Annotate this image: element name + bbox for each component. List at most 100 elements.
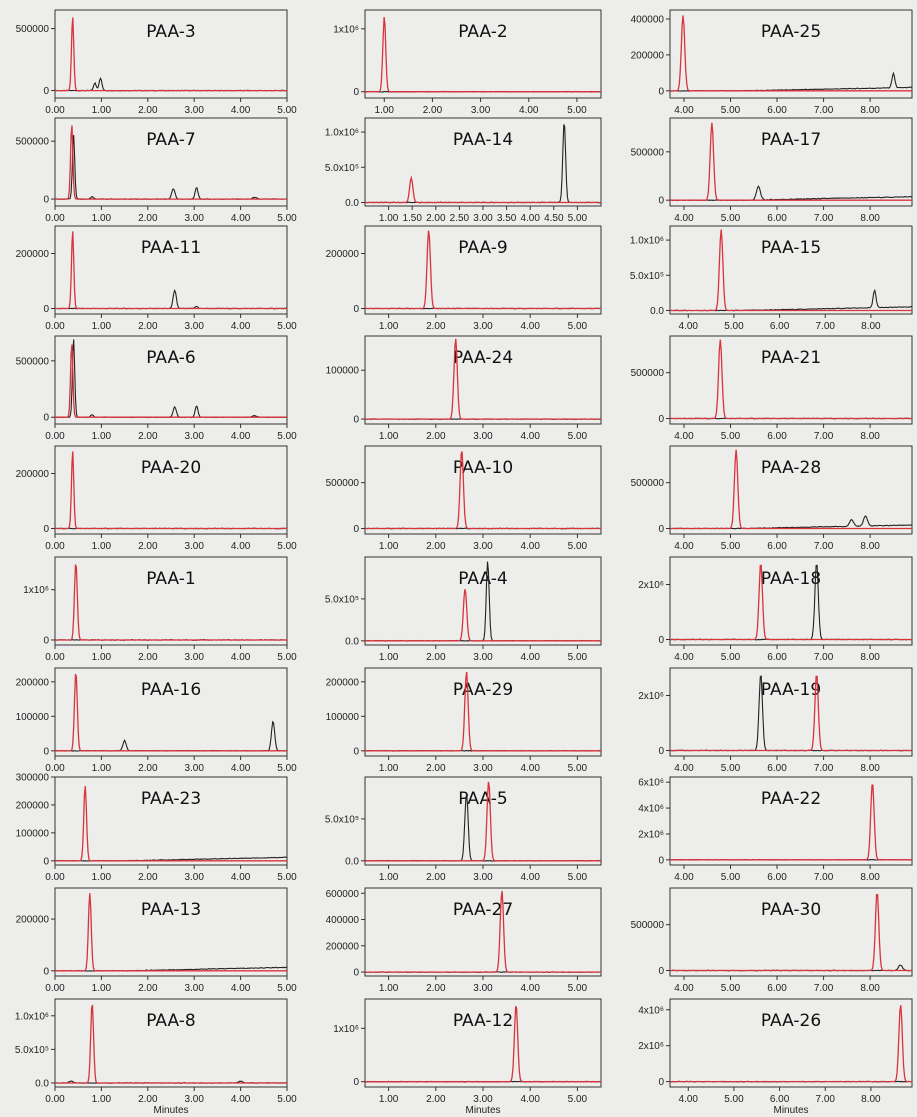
y-tick-label: 0 [658, 635, 664, 646]
x-tick-label: 2.00 [138, 652, 158, 663]
red-trace [670, 564, 912, 641]
x-tick-label: 6.00 [767, 541, 787, 552]
x-tick-label: 7.00 [816, 1094, 836, 1105]
x-tick-label: 2.00 [423, 105, 443, 116]
y-tick-label: 0 [353, 304, 359, 315]
x-tick-label: 6.00 [767, 105, 787, 116]
plot-frame [669, 556, 913, 646]
x-tick-label: 7.00 [814, 983, 834, 994]
x-tick-label: 5.00 [277, 1094, 297, 1105]
x-tick-label: 5.00 [721, 983, 741, 994]
plot-frame [669, 667, 913, 757]
x-tick-label: 1.00 [379, 872, 399, 883]
chart-title: PAA-28 [761, 458, 821, 478]
y-tick-label: 1.0x10⁶ [15, 1011, 49, 1022]
y-tick-label: 5.0x10⁵ [630, 271, 664, 282]
plot-frame [669, 335, 913, 425]
y-tick-label: 0 [658, 1077, 664, 1088]
y-tick-label: 0.0 [345, 636, 359, 647]
x-tick-label: 3.00 [473, 541, 493, 552]
x-tick-label: 1.00 [92, 652, 112, 663]
x-tick-label: 4.00 [674, 431, 694, 442]
x-tick-label: 3.00 [184, 872, 204, 883]
chart-title: PAA-23 [141, 789, 201, 809]
plot-frame [669, 225, 913, 315]
x-tick-label: 4.00 [520, 1094, 540, 1105]
x-tick-label: 2.00 [138, 1094, 158, 1105]
y-tick-label: 200000 [326, 249, 360, 260]
chart-title: PAA-5 [458, 789, 507, 809]
x-tick-label: 3.00 [184, 541, 204, 552]
x-tick-label: 4.00 [231, 541, 251, 552]
chart-title: PAA-17 [761, 130, 821, 150]
red-trace [365, 1005, 601, 1083]
x-tick-label: 8.00 [861, 321, 881, 332]
red-trace [55, 17, 287, 92]
x-tick-label: 2.00 [426, 431, 446, 442]
x-tick-label: 4.00 [674, 105, 694, 116]
x-tick-label: 5.00 [568, 652, 588, 663]
x-tick-label: 0.00 [45, 213, 65, 224]
x-tick-label: 7.00 [814, 652, 834, 663]
chart-title: PAA-12 [453, 1011, 513, 1031]
red-trace [55, 125, 287, 200]
x-tick-label: 1.00 [379, 1094, 399, 1105]
y-tick-label: 0 [353, 524, 359, 535]
red-trace [55, 564, 287, 641]
x-tick-label: 1.00 [92, 431, 112, 442]
red-trace [670, 893, 912, 972]
x-tick-label: 2.00 [426, 1094, 446, 1105]
y-tick-label: 0 [43, 966, 49, 977]
x-tick-label: 6.00 [767, 763, 787, 774]
y-tick-label: 0 [43, 413, 49, 424]
plot-frame [54, 887, 288, 977]
x-tick-label: 3.00 [184, 431, 204, 442]
y-tick-label: 500000 [631, 368, 665, 379]
x-tick-label: 4.00 [231, 431, 251, 442]
x-tick-label: 4.00 [520, 652, 540, 663]
plot-frame [54, 9, 288, 99]
red-trace [55, 1004, 287, 1084]
x-tick-label: 8.00 [860, 431, 880, 442]
x-tick-label: 8.00 [860, 763, 880, 774]
x-tick-label: 6.00 [767, 652, 787, 663]
chart-title: PAA-19 [761, 680, 821, 700]
plot-frame [54, 225, 288, 315]
x-tick-label: 5.00 [721, 763, 741, 774]
x-tick-label: 1.00 [379, 321, 399, 332]
x-tick-label: 4.00 [674, 541, 694, 552]
x-tick-label: 5.00 [568, 983, 588, 994]
y-tick-label: 0 [658, 746, 664, 757]
y-tick-label: 1x10⁶ [333, 24, 359, 35]
chart-title: PAA-11 [141, 238, 201, 258]
red-trace [55, 893, 287, 972]
x-tick-label: 3.00 [473, 763, 493, 774]
y-tick-label: 0 [353, 1077, 359, 1088]
x-tick-label: 5.00 [721, 431, 741, 442]
y-tick-label: 500000 [631, 920, 665, 931]
x-tick-label: 6.00 [767, 431, 787, 442]
x-tick-label: 4.00 [679, 1094, 699, 1105]
y-tick-label: 1.0x10⁶ [630, 236, 664, 247]
red-trace [670, 122, 912, 201]
x-tick-label: 0.00 [45, 105, 65, 116]
chart-title: PAA-15 [761, 238, 821, 258]
x-tick-label: 5.00 [568, 1094, 588, 1105]
y-tick-label: 0.0 [345, 198, 359, 209]
x-tick-label: 2.00 [138, 213, 158, 224]
y-tick-label: 0 [658, 196, 664, 207]
x-tick-label: 7.00 [814, 872, 834, 883]
y-tick-label: 0 [43, 86, 49, 97]
y-tick-label: 2x10⁶ [638, 1041, 664, 1052]
x-tick-label: 4.00 [231, 1094, 251, 1105]
plot-frame [669, 445, 913, 535]
plot-frame [54, 667, 288, 757]
